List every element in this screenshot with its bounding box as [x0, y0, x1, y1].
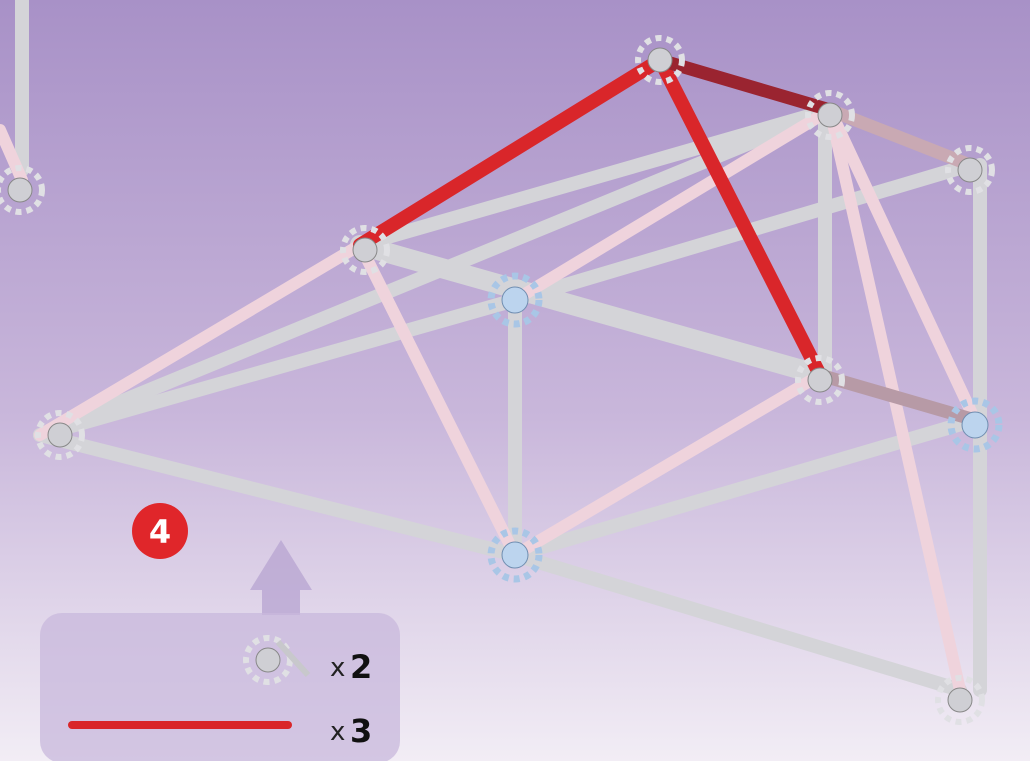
parts-box [40, 613, 400, 761]
connector-icon [246, 638, 311, 682]
arrow [250, 540, 312, 615]
multiplier: x [330, 717, 345, 747]
model [0, 0, 999, 722]
quantity: 2 [350, 648, 372, 686]
step-badge [132, 503, 188, 559]
quantity: 3 [350, 712, 372, 750]
multiplier: x [330, 653, 345, 683]
step-number: 4 [149, 513, 171, 551]
